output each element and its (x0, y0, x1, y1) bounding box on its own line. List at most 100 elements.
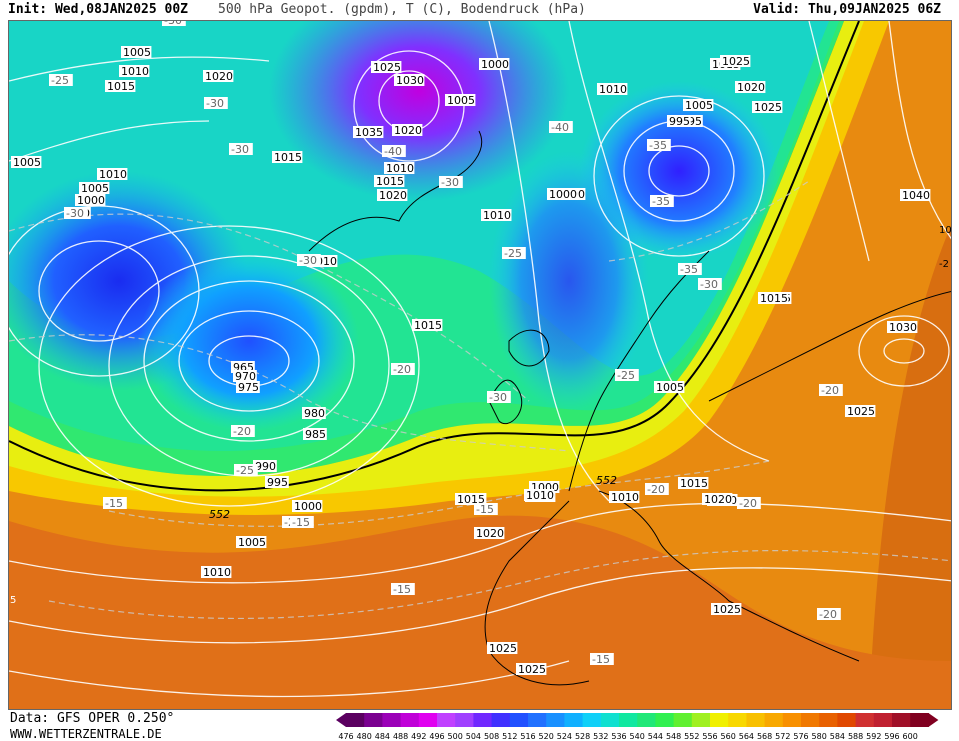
legend-value-28: 588 (848, 732, 863, 741)
edge-mark-east-1: 10 (939, 225, 952, 236)
isobar-label-49-text: 1015 (680, 477, 708, 490)
isobar-label-25: 1005 (683, 99, 714, 112)
legend-value-19: 552 (684, 732, 699, 741)
isobar-label-62-text: 1020 (704, 493, 732, 506)
temp-label-1: -25 (49, 74, 73, 87)
temp-label-13: -20 (391, 363, 415, 376)
isobar-label-11: 1025 (752, 101, 783, 114)
legend-cell-23 (764, 713, 784, 727)
isobar-label-14-text: 1010 (386, 162, 414, 175)
isobar-label-20-text: 1000 (77, 194, 105, 207)
isobar-label-13: 1020 (392, 124, 423, 137)
legend-cell-21 (728, 713, 747, 727)
legend-cell-6 (455, 713, 474, 727)
temp-label-8-text: -30 (66, 207, 84, 220)
contour-552-labels: 552 552 (209, 474, 617, 521)
temp-label-13-text: -20 (393, 363, 411, 376)
temp-label-25-text: -25 (236, 464, 254, 477)
legend-cell-18 (673, 713, 693, 727)
temp-label-12-text: -35 (680, 263, 698, 276)
temp-label-14-text: -30 (700, 278, 718, 291)
legend-value-15: 536 (611, 732, 626, 741)
legend-value-7: 504 (466, 732, 481, 741)
legend-arrow-right (928, 713, 939, 727)
temp-label-28-text: -15 (592, 653, 610, 666)
temp-label-9: -35 (650, 195, 674, 208)
legend-cell-9 (509, 713, 529, 727)
legend-arrow-left (336, 713, 346, 727)
temp-label-6: -35 (647, 139, 671, 152)
isobar-label-47: 1005 (654, 381, 685, 394)
isobar-label-12-text: 1035 (355, 126, 383, 139)
edge-mark-east-2: -2 (939, 259, 949, 270)
legend-cell-4 (418, 713, 438, 727)
legend-value-17: 544 (648, 732, 663, 741)
isobar-label-37-text: 985 (305, 428, 326, 441)
legend-cell-8 (491, 713, 511, 727)
temp-label-25: -25 (234, 464, 258, 477)
temp-label-4-text: -40 (384, 145, 402, 158)
temp-label-16: -25 (615, 369, 639, 382)
legend-cell-7 (473, 713, 493, 727)
temp-label-10: -30 (297, 254, 321, 267)
valid-time: Valid: Thu,09JAN2025 06Z (753, 2, 941, 17)
isobar-label-56-text: 1030 (889, 321, 917, 334)
isobar-label-19-text: 1015 (274, 151, 302, 164)
isobar-label-26-text: 1000 (549, 188, 577, 201)
legend-value-27: 584 (830, 732, 845, 741)
legend-value-5: 496 (429, 732, 444, 741)
legend-value-31: 600 (903, 732, 918, 741)
colour-legend: 476 480 484 488 492 496 500 504 508 512 516 520 524 5… (336, 713, 939, 741)
isobar-label-8: 1010 (597, 83, 628, 96)
legend-cell-1 (364, 713, 383, 727)
legend-value-11: 520 (539, 732, 554, 741)
isobar-label-15-text: 1015 (376, 175, 404, 188)
legend-value-29: 592 (866, 732, 881, 741)
temp-label-24: -20 (819, 384, 843, 397)
legend-cell-0 (346, 713, 365, 727)
temp-label-24-text: -20 (821, 384, 839, 397)
isobar-label-48-text: 1010 (611, 491, 639, 504)
legend-cell-30 (892, 713, 911, 727)
band-south-orange (9, 515, 951, 709)
temp-label-11: -25 (502, 247, 526, 260)
isobar-label-53-text: 1025 (489, 642, 517, 655)
map-svg: 1005101010151020102510301000100510101015… (9, 21, 952, 709)
legend-cell-16 (637, 713, 656, 727)
isobar-label-61: 1015 (758, 292, 789, 305)
isobar-label-0-text: 1005 (123, 46, 151, 59)
legend-cell-17 (655, 713, 675, 727)
isobar-label-32-text: 1015 (414, 319, 442, 332)
isobar-label-25-text: 1005 (685, 99, 713, 112)
temp-label-5: -30 (439, 176, 463, 189)
temp-label-10-text: -30 (299, 254, 317, 267)
isobar-label-5-text: 1030 (396, 74, 424, 87)
isobar-label-7-text: 1005 (447, 94, 475, 107)
temp-label-27: -20 (817, 608, 841, 621)
temp-label-3-text: -30 (231, 143, 249, 156)
legend-value-25: 576 (793, 732, 808, 741)
legend-cell-20 (710, 713, 729, 727)
isobar-label-15: 1015 (374, 175, 405, 188)
temp-label-21-text: -20 (647, 483, 665, 496)
temp-label-23-text: -15 (292, 516, 310, 529)
isobar-label-20: 1000 (75, 194, 106, 207)
isobar-label-40: 1000 (292, 500, 323, 513)
isobar-label-57: 1025 (845, 405, 876, 418)
isobar-label-44-text: 1020 (476, 527, 504, 540)
isobar-label-26: 1000 (547, 188, 578, 201)
isobar-label-32: 1015 (412, 319, 443, 332)
legend-value-0: 476 (338, 732, 353, 741)
temp-label-17: -15 (103, 497, 127, 510)
temp-label-14: -30 (698, 278, 722, 291)
legend-cell-3 (400, 713, 420, 727)
legend-value-3: 488 (393, 732, 408, 741)
legend-cell-27 (837, 713, 857, 727)
legend-value-8: 508 (484, 732, 499, 741)
legend-cell-15 (619, 713, 638, 727)
legend-cell-14 (600, 713, 620, 727)
isobar-label-60-text: 1010 (526, 489, 554, 502)
temp-label-7: -40 (549, 121, 573, 134)
legend-value-9: 512 (502, 732, 517, 741)
